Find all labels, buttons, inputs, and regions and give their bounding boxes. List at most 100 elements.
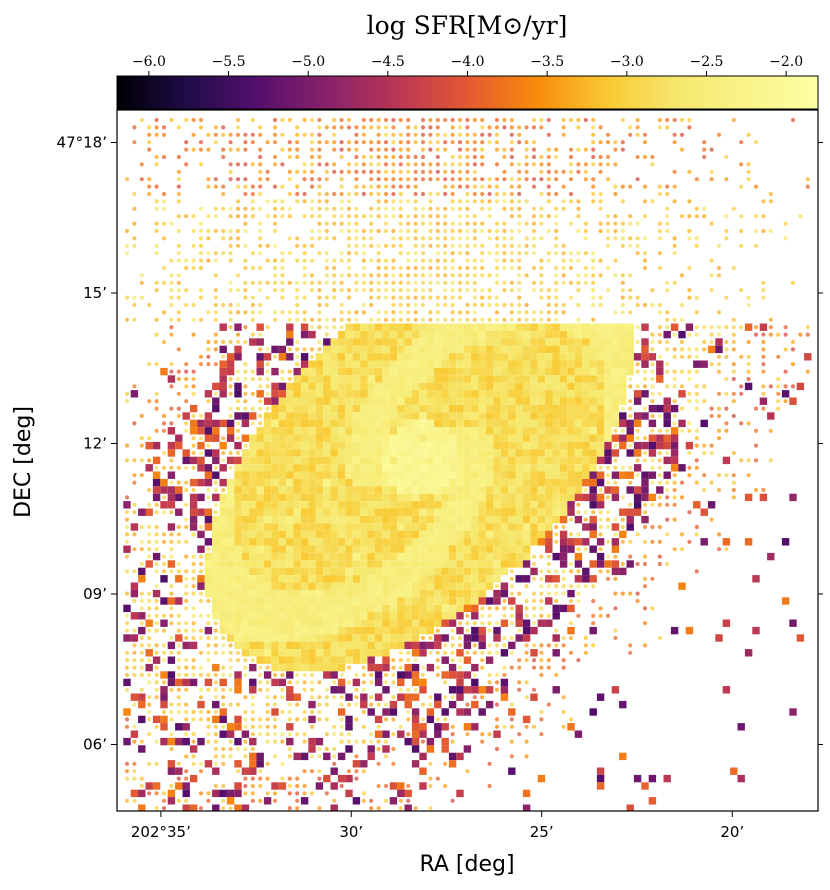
sfr-cell-low (545, 545, 553, 553)
sfr-cell-low (234, 382, 242, 391)
sfr-point (169, 480, 174, 485)
sfr-cell (293, 597, 301, 605)
sfr-cell (323, 441, 331, 450)
sfr-cell (360, 545, 368, 553)
sfr-cell (493, 427, 501, 435)
sfr-point (435, 251, 440, 256)
sfr-point (198, 717, 204, 722)
sfr-point (346, 273, 352, 278)
sfr-cell (374, 449, 383, 457)
sfr-cell (345, 560, 353, 568)
sfr-cell (300, 634, 309, 642)
sfr-point (206, 132, 211, 137)
sfr-cell (330, 545, 338, 553)
sfr-cell (559, 493, 568, 502)
sfr-cell (619, 390, 627, 398)
sfr-point (302, 265, 307, 271)
sfr-cell (426, 530, 435, 539)
sfr-point (391, 273, 396, 278)
sfr-cell (471, 375, 479, 383)
sfr-point (487, 273, 492, 278)
sfr-cell-low (197, 464, 205, 472)
sfr-cell (478, 441, 486, 450)
sfr-point (265, 680, 270, 685)
sfr-cell (330, 597, 338, 605)
sfr-cell (345, 545, 353, 553)
sfr-point (198, 635, 204, 641)
sfr-point (406, 310, 411, 315)
sfr-cell (411, 538, 420, 546)
sfr-cell (271, 486, 279, 494)
sfr-cell (315, 382, 324, 391)
sfr-point (598, 140, 603, 145)
sfr-point (768, 228, 773, 234)
sfr-point (702, 214, 707, 219)
sfr-point (650, 288, 655, 293)
sfr-cell (300, 656, 309, 664)
sfr-cell-low (123, 634, 131, 642)
sfr-point (132, 295, 137, 300)
sfr-point (147, 717, 152, 722)
sfr-point (443, 191, 448, 197)
sfr-cell (404, 338, 412, 346)
sfr-point (672, 184, 677, 189)
sfr-cell (411, 345, 420, 354)
sfr-cell (441, 478, 449, 487)
sfr-cell (249, 486, 257, 494)
sfr-cell (367, 575, 375, 583)
sfr-point (332, 132, 337, 137)
sfr-point (147, 539, 152, 544)
sfr-cell-low (559, 552, 568, 561)
sfr-cell (345, 634, 353, 642)
sfr-cell (411, 390, 420, 398)
sfr-point (369, 117, 374, 123)
sfr-point (539, 310, 544, 315)
sfr-cell (567, 375, 575, 383)
sfr-point (235, 428, 241, 433)
sfr-point (302, 258, 307, 263)
sfr-cell (397, 545, 405, 553)
sfr-cell (522, 404, 531, 413)
sfr-cell (441, 560, 449, 568)
sfr-point (272, 310, 278, 315)
sfr-point (324, 258, 329, 263)
sfr-cell (337, 589, 346, 598)
sfr-point (198, 362, 204, 367)
sfr-cell (345, 552, 353, 561)
sfr-cell-low (345, 715, 353, 724)
sfr-cell (315, 552, 324, 561)
sfr-point (235, 310, 241, 315)
sfr-cell (278, 508, 287, 516)
sfr-point (324, 687, 329, 692)
sfr-cell (567, 397, 575, 405)
sfr-cell (493, 478, 501, 487)
sfr-cell (249, 589, 257, 598)
sfr-point (228, 702, 233, 707)
sfr-cell (286, 412, 294, 420)
sfr-point (694, 569, 699, 574)
sfr-cell (234, 471, 242, 479)
sfr-point (383, 317, 389, 322)
sfr-point (154, 547, 159, 552)
sfr-cell (596, 375, 605, 383)
sfr-point (724, 421, 729, 426)
sfr-cell-low (263, 353, 272, 361)
sfr-point (768, 458, 773, 463)
sfr-point (494, 132, 500, 137)
colorbar-tick-label: −5.0 (291, 54, 325, 70)
sfr-point (147, 191, 152, 197)
sfr-point (302, 280, 307, 285)
sfr-cell (367, 538, 375, 546)
sfr-cell (434, 567, 442, 576)
sfr-point (398, 206, 403, 211)
sfr-cell (471, 390, 479, 398)
sfr-point (376, 162, 381, 167)
sfr-cell (485, 360, 494, 368)
sfr-cell (374, 545, 383, 553)
sfr-point (265, 724, 270, 729)
sfr-cell (426, 545, 435, 553)
sfr-point (665, 487, 670, 493)
sfr-cell (234, 501, 242, 509)
sfr-point (324, 177, 329, 182)
sfr-point (413, 132, 418, 137)
